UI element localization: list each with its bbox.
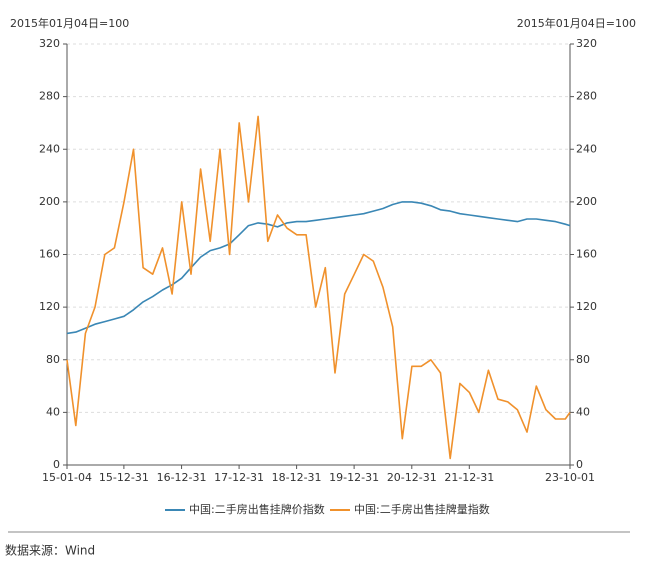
legend-label: 中国:二手房出售挂牌价指数 <box>189 502 325 516</box>
y-tick-label: 0 <box>53 458 60 471</box>
x-tick-label: 17-12-31 <box>214 471 264 484</box>
y-tick-label: 200 <box>39 195 60 208</box>
y-tick-label: 240 <box>39 142 60 155</box>
y-axis-label: 2015年01月04日=100 <box>10 16 129 30</box>
x-tick-label: 15-12-31 <box>99 471 149 484</box>
y2-tick-label: 200 <box>576 195 597 208</box>
series-line <box>66 201 571 335</box>
x-tick-label: 18-12-31 <box>272 471 322 484</box>
y2-tick-label: 160 <box>576 248 597 261</box>
series-line <box>66 115 571 460</box>
y2-tick-label: 240 <box>576 142 597 155</box>
y-tick-label: 160 <box>39 248 60 261</box>
x-tick-label: 15-01-04 <box>42 471 92 484</box>
y2-tick-label: 40 <box>576 405 590 418</box>
x-tick-label: 20-12-31 <box>387 471 437 484</box>
y2-tick-label: 320 <box>576 37 597 50</box>
x-tick-label: 16-12-31 <box>157 471 207 484</box>
y2-tick-label: 120 <box>576 300 597 313</box>
x-tick-label: 23-10-01 <box>545 471 595 484</box>
x-tick-label: 21-12-31 <box>444 471 494 484</box>
y-tick-label: 280 <box>39 90 60 103</box>
legend-label: 中国:二手房出售挂牌量指数 <box>354 502 490 516</box>
source-note: 数据来源：Wind <box>5 543 95 558</box>
y2-tick-label: 80 <box>576 353 590 366</box>
y-tick-label: 120 <box>39 300 60 313</box>
y-tick-label: 320 <box>39 37 60 50</box>
y2-tick-label: 0 <box>576 458 583 471</box>
y2-axis-label: 2015年01月04日=100 <box>517 16 636 30</box>
x-tick-label: 19-12-31 <box>329 471 379 484</box>
y-tick-label: 40 <box>46 405 60 418</box>
y-tick-label: 80 <box>46 353 60 366</box>
y2-tick-label: 280 <box>576 90 597 103</box>
